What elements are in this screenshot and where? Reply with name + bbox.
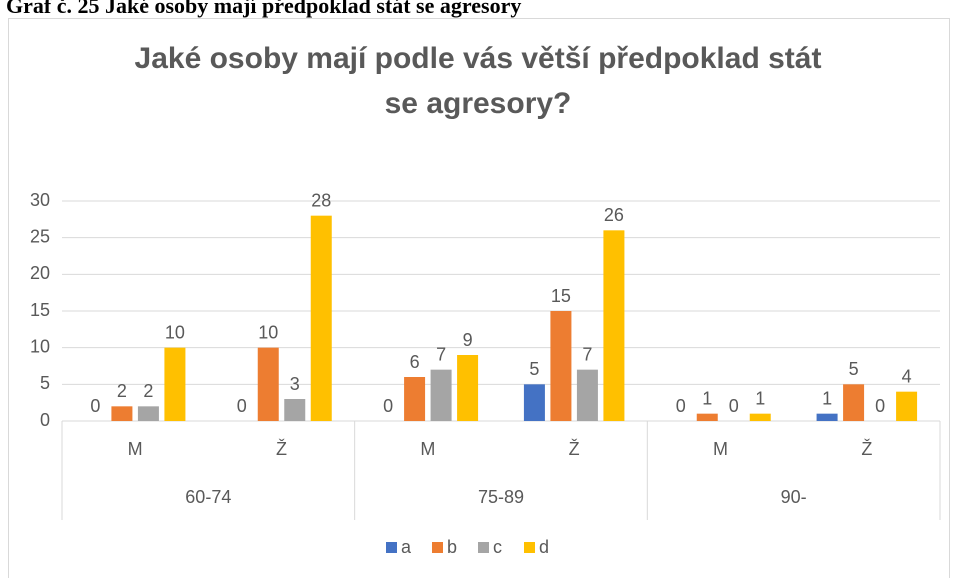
data-label: 0 xyxy=(237,396,247,416)
x-tick-label: Ž xyxy=(276,439,287,459)
bar xyxy=(284,399,306,421)
chart-frame xyxy=(8,18,950,578)
data-label: 1 xyxy=(702,388,712,408)
bar xyxy=(696,413,718,421)
bar xyxy=(576,369,598,421)
x-tick-label: M xyxy=(420,439,435,459)
chart-title: Jaké osoby mají podle vás větší předpokl… xyxy=(135,42,822,75)
bar xyxy=(164,347,186,421)
x-tick-label: Ž xyxy=(569,439,580,459)
x-tick-label: M xyxy=(128,439,143,459)
bar xyxy=(550,311,572,421)
data-label: 10 xyxy=(165,322,185,342)
data-label: 2 xyxy=(117,381,127,401)
data-label: 7 xyxy=(582,344,592,364)
x-tick-label: M xyxy=(713,439,728,459)
data-label: 26 xyxy=(604,205,624,225)
legend-swatch xyxy=(478,542,489,553)
data-label: 9 xyxy=(463,330,473,350)
chart-title: se agresory? xyxy=(385,87,572,120)
group-label: 75-89 xyxy=(478,487,524,507)
bar xyxy=(843,384,865,421)
bar xyxy=(257,347,279,421)
bar xyxy=(404,377,426,421)
legend-swatch xyxy=(386,542,397,553)
group-label: 60-74 xyxy=(185,487,231,507)
bar xyxy=(603,230,625,421)
data-label: 0 xyxy=(875,396,885,416)
data-label: 0 xyxy=(729,396,739,416)
data-label: 28 xyxy=(311,190,331,210)
legend-swatch xyxy=(432,542,443,553)
bar xyxy=(111,406,133,421)
legend-label: c xyxy=(493,537,502,557)
data-label: 2 xyxy=(143,381,153,401)
bar xyxy=(137,406,159,421)
data-label: 0 xyxy=(90,396,100,416)
legend-label: a xyxy=(401,537,412,557)
data-label: 4 xyxy=(902,366,912,386)
caption: Graf č. 25 Jaké osoby mají předpoklad st… xyxy=(6,0,521,18)
legend-label: d xyxy=(539,537,549,557)
bar xyxy=(457,355,479,421)
y-tick-label: 10 xyxy=(30,336,50,356)
bar xyxy=(896,391,918,421)
legend-label: b xyxy=(447,537,457,557)
data-label: 5 xyxy=(529,359,539,379)
x-tick-label: Ž xyxy=(861,439,872,459)
data-label: 0 xyxy=(383,396,393,416)
legend-swatch xyxy=(524,542,535,553)
data-label: 0 xyxy=(676,396,686,416)
y-tick-label: 0 xyxy=(40,410,50,430)
data-label: 1 xyxy=(822,388,832,408)
bar xyxy=(523,384,545,421)
y-tick-label: 25 xyxy=(30,226,50,246)
bar xyxy=(749,413,771,421)
group-label: 90- xyxy=(781,487,807,507)
data-label: 1 xyxy=(755,388,765,408)
data-label: 6 xyxy=(410,352,420,372)
data-label: 3 xyxy=(290,374,300,394)
y-tick-label: 15 xyxy=(30,300,50,320)
data-label: 5 xyxy=(849,359,859,379)
data-label: 7 xyxy=(436,344,446,364)
bar xyxy=(430,369,452,421)
data-label: 15 xyxy=(551,286,571,306)
y-tick-label: 30 xyxy=(30,190,50,210)
y-tick-label: 5 xyxy=(40,373,50,393)
y-tick-label: 20 xyxy=(30,263,50,283)
bar xyxy=(310,215,332,421)
bar xyxy=(816,413,838,421)
data-label: 10 xyxy=(258,322,278,342)
